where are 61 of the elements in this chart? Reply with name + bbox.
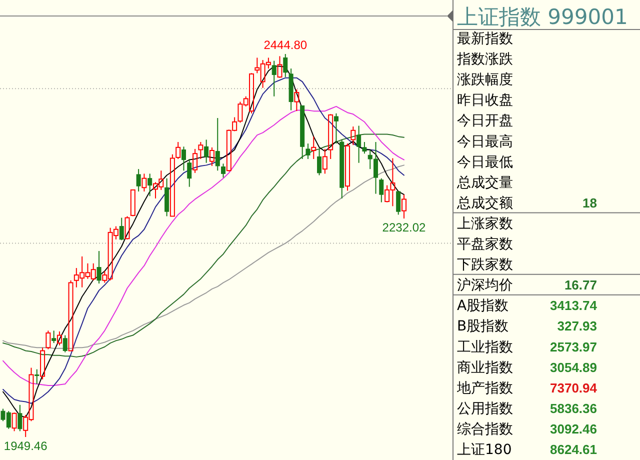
data-label: 8624.61 [550, 442, 597, 457]
candlestick [34, 368, 40, 385]
candlestick [317, 148, 322, 176]
data-label: 2573.97 [550, 339, 597, 354]
candlestick [181, 146, 186, 172]
candlestick [379, 178, 384, 203]
category-label: 指数涨跌 [456, 52, 513, 68]
candlestick [62, 334, 68, 353]
category-label: 总成交额 [456, 195, 513, 212]
category-label: 今日最高 [457, 134, 513, 150]
candlestick [204, 139, 209, 164]
candlestick [334, 112, 338, 144]
candlestick [52, 330, 56, 344]
category-label: 工业指数 [457, 339, 513, 356]
candlestick [362, 141, 367, 154]
category-label: 今日开盘 [457, 113, 513, 130]
data-label: 327.93 [557, 318, 597, 334]
category-label: 下跌家数 [457, 257, 513, 274]
data-label: 7370.94 [550, 380, 598, 396]
data-label: 3092.46 [550, 421, 597, 436]
candlestick [119, 217, 124, 241]
candlestick [136, 168, 141, 192]
category-label: 公用指数 [457, 400, 513, 417]
candlestick [272, 60, 276, 97]
category-label: 综合指数 [457, 421, 513, 438]
candlestick [350, 126, 356, 146]
data-label: 16.77 [564, 278, 597, 293]
candlestick [215, 118, 220, 172]
annotation: 2232.02 [382, 220, 426, 235]
category-label: B股指数 [457, 318, 509, 335]
candlestick [356, 125, 362, 164]
data-label: 3413.74 [550, 298, 598, 314]
candlestick [148, 173, 152, 197]
candlestick [142, 173, 147, 192]
annotation: 1949.46 [4, 439, 48, 453]
annotation: 2444.80 [264, 38, 308, 52]
candlestick [396, 190, 401, 216]
candlestick [187, 158, 192, 188]
data-label: 5836.36 [550, 400, 597, 416]
category-label: 涨跌幅度 [457, 72, 513, 88]
category-label: 今日最低 [457, 154, 513, 170]
candlestick [311, 136, 316, 160]
candlestick [306, 143, 310, 160]
data-label: 18 [582, 195, 597, 210]
candlestick [18, 404, 22, 432]
category-label: 地产指数 [456, 380, 513, 396]
category-label: A股指数 [457, 298, 509, 314]
category-label: 商业指数 [457, 360, 513, 376]
candlestick [96, 250, 102, 284]
category-label: 上证180 [457, 442, 512, 458]
text: 上证指数 999001 [457, 5, 628, 29]
candlestick [283, 54, 288, 78]
category-label: 平盘家数 [457, 236, 513, 252]
category-label: 昨日收盘 [457, 92, 513, 109]
data-label: 3054.89 [550, 360, 597, 375]
candlestick [221, 163, 226, 178]
category-label: 总成交量 [456, 174, 513, 191]
category-label: 最新指数 [457, 31, 513, 47]
candlestick [164, 178, 170, 217]
category-label: 上涨家数 [457, 216, 513, 232]
category-label: 沪深均价 [457, 278, 513, 294]
